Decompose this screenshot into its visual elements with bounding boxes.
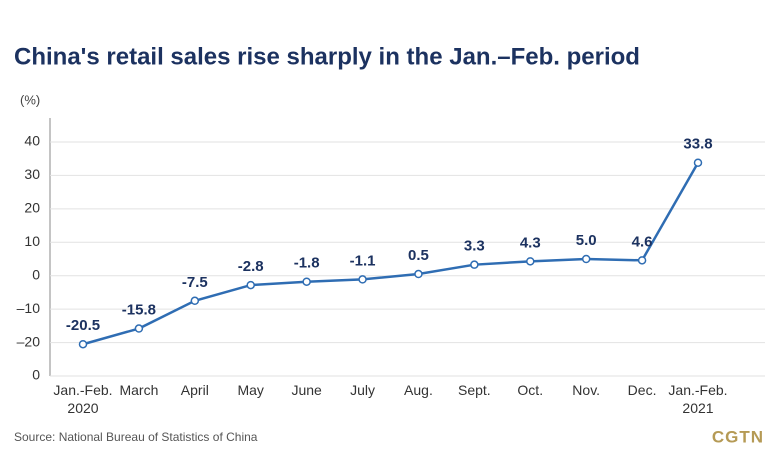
data-label: -15.8 (122, 302, 156, 319)
point (470, 260, 479, 269)
y-tick-label: 10 (24, 233, 40, 249)
y-tick-label: 0 (32, 367, 40, 383)
y-tick-label: –10 (17, 300, 41, 316)
x-tick-label: Oct. (517, 382, 544, 398)
point (581, 254, 591, 264)
logo: CGTN (712, 427, 764, 446)
data-label: 4.3 (520, 234, 541, 251)
data-label: -1.1 (350, 252, 376, 269)
y-axis-label: (%) (20, 92, 40, 107)
x-tick-label: Sept. (458, 382, 491, 398)
point (190, 296, 200, 306)
point (134, 324, 144, 333)
point (637, 256, 647, 265)
point (78, 339, 88, 349)
x-tick-label: June (291, 382, 322, 398)
x-tick-label: July (350, 382, 375, 398)
data-label: 3.3 (464, 238, 485, 255)
point (246, 280, 255, 290)
x-tick-label: March (119, 382, 159, 398)
x-tick-label: May (237, 382, 264, 398)
data-label: 0.5 (408, 247, 429, 264)
data-label: -20.5 (66, 317, 100, 334)
data-label: -7.5 (182, 274, 208, 291)
point (302, 277, 311, 286)
x-tick-label: Jan.-Feb. 2020 (53, 382, 113, 416)
point (414, 269, 423, 279)
y-tick-label: 20 (24, 200, 40, 216)
point (693, 158, 703, 167)
data-label: 33.8 (683, 136, 712, 153)
x-tick-label: Dec. (627, 382, 657, 398)
data-label: 5.0 (576, 232, 597, 249)
y-tick-label: 30 (24, 166, 40, 182)
data-label: -2.8 (238, 258, 264, 275)
data-label: -1.8 (294, 255, 320, 272)
data-label: 4.6 (632, 233, 653, 250)
chart-title: China's retail sales rise sharply in the… (14, 43, 640, 70)
line (82, 162, 700, 346)
x-tick-label: April (180, 382, 209, 398)
y-tick-label: 40 (24, 133, 40, 149)
y-tick-label: –20 (17, 333, 41, 349)
x-tick-label: Aug. (404, 382, 433, 398)
y-tick-label: 0 (32, 266, 40, 282)
source: Source: National Bureau of Statistics of… (14, 430, 258, 444)
point (526, 257, 535, 266)
x-tick-label: Nov. (572, 382, 601, 398)
point (358, 275, 367, 284)
x-tick-label: Jan.-Feb. 2021 (668, 382, 728, 416)
